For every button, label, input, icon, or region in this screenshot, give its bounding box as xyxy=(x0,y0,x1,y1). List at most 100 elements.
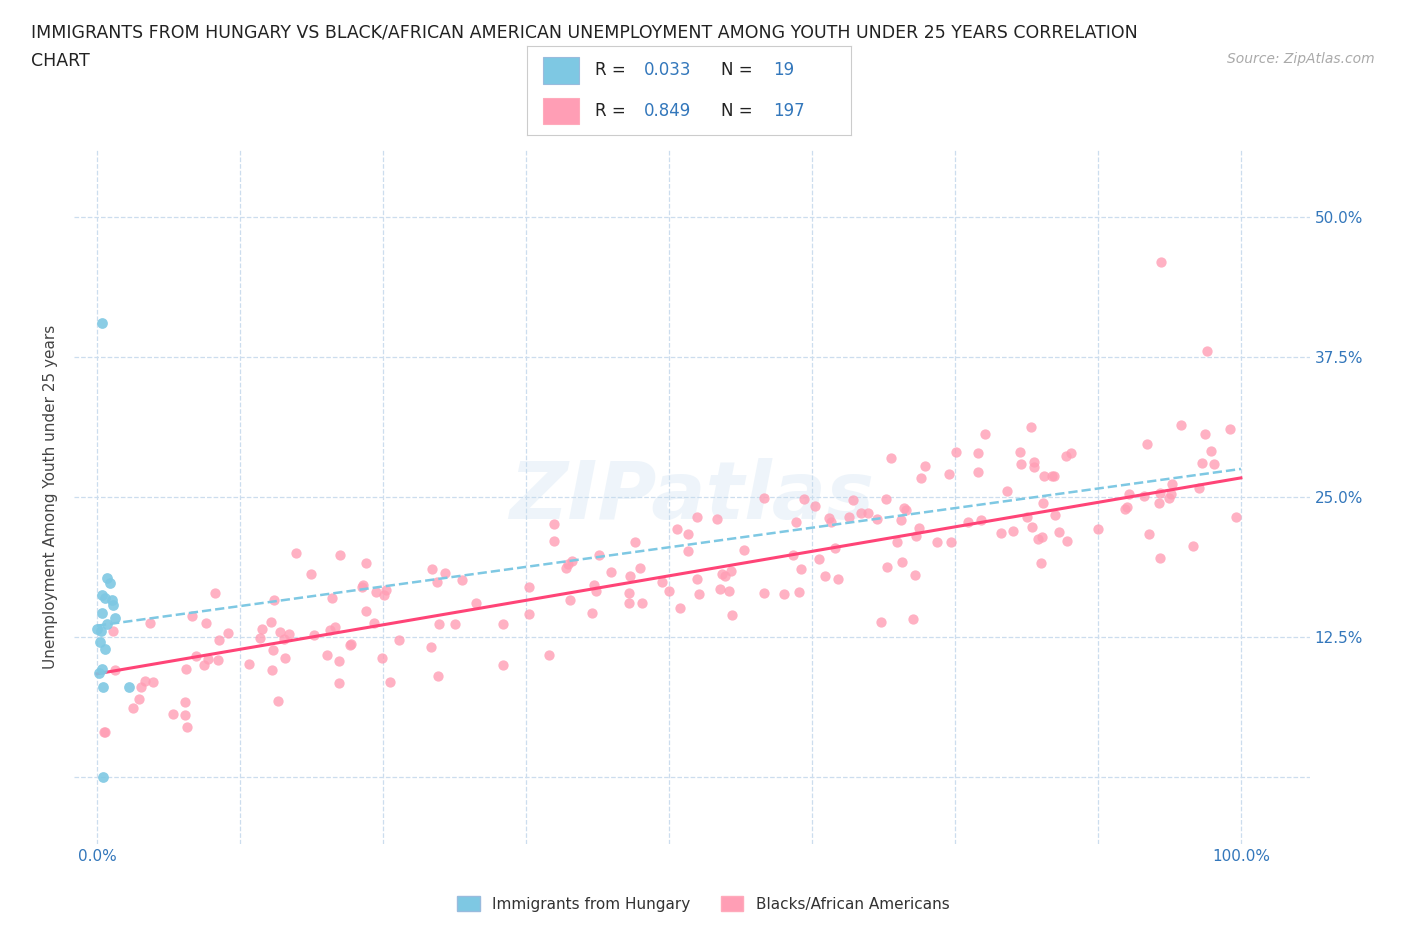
Point xyxy=(1147,496,1170,511)
Point xyxy=(94,724,117,739)
Text: CHART: CHART xyxy=(31,52,90,70)
Point xyxy=(420,562,443,577)
Point xyxy=(585,583,607,598)
Point xyxy=(87,666,110,681)
Point xyxy=(754,585,776,600)
Text: R =: R = xyxy=(595,102,631,120)
Point xyxy=(1001,523,1024,538)
Point xyxy=(277,627,299,642)
Point xyxy=(217,625,239,640)
Point xyxy=(1040,469,1063,484)
Point xyxy=(129,680,152,695)
Point xyxy=(838,510,860,525)
Point xyxy=(122,700,145,715)
Point xyxy=(1031,530,1053,545)
Point xyxy=(1149,551,1171,565)
Point xyxy=(128,691,150,706)
Point xyxy=(181,608,204,623)
Point xyxy=(90,662,112,677)
Point xyxy=(207,653,229,668)
Point xyxy=(914,458,936,473)
Point xyxy=(1118,486,1140,501)
Point xyxy=(492,617,515,631)
Y-axis label: Unemployment Among Youth under 25 years: Unemployment Among Youth under 25 years xyxy=(44,325,58,669)
Point xyxy=(676,544,699,559)
Point xyxy=(339,637,361,652)
Point xyxy=(1199,444,1222,458)
Point xyxy=(709,581,731,596)
Point xyxy=(91,680,114,695)
Point xyxy=(543,534,565,549)
Point xyxy=(658,583,681,598)
Text: IMMIGRANTS FROM HUNGARY VS BLACK/AFRICAN AMERICAN UNEMPLOYMENT AMONG YOUTH UNDER: IMMIGRANTS FROM HUNGARY VS BLACK/AFRICAN… xyxy=(31,23,1137,41)
Point xyxy=(1056,533,1078,548)
Point xyxy=(352,579,374,594)
Point xyxy=(588,547,610,562)
Point xyxy=(194,616,217,631)
Point xyxy=(956,515,979,530)
Point xyxy=(371,651,394,666)
Point xyxy=(814,569,837,584)
Point xyxy=(197,651,219,666)
Point xyxy=(793,491,815,506)
Point xyxy=(249,631,271,646)
Point xyxy=(1133,488,1156,503)
Point xyxy=(789,562,811,577)
FancyBboxPatch shape xyxy=(543,98,579,125)
Point xyxy=(162,707,184,722)
Point xyxy=(890,512,912,527)
Point xyxy=(1017,510,1039,525)
Point xyxy=(285,546,308,561)
Point xyxy=(176,720,198,735)
Point xyxy=(876,560,898,575)
Point xyxy=(733,543,755,558)
Point xyxy=(1024,460,1046,475)
Point xyxy=(208,632,231,647)
Point xyxy=(1181,538,1204,553)
Point xyxy=(93,724,115,739)
Point xyxy=(787,585,810,600)
Text: ZIPatlas: ZIPatlas xyxy=(509,458,875,536)
Point xyxy=(820,514,842,529)
Point xyxy=(1194,427,1216,442)
Point xyxy=(824,540,846,555)
Point xyxy=(269,625,291,640)
Point xyxy=(866,512,889,526)
Point xyxy=(91,588,114,603)
Point xyxy=(686,572,709,587)
Point xyxy=(651,574,673,589)
Point xyxy=(238,657,260,671)
Point xyxy=(557,556,579,571)
Point xyxy=(352,578,374,592)
Point xyxy=(706,512,728,526)
Point xyxy=(990,525,1012,540)
Point xyxy=(619,586,641,601)
Point xyxy=(561,553,583,568)
Point xyxy=(619,596,641,611)
Point xyxy=(420,640,443,655)
Point xyxy=(94,641,117,656)
Point xyxy=(875,491,897,506)
Point xyxy=(89,635,111,650)
Point xyxy=(1136,436,1159,451)
Point xyxy=(354,604,377,618)
Point xyxy=(262,662,284,677)
Point xyxy=(752,491,775,506)
Point xyxy=(142,675,165,690)
Point xyxy=(299,566,322,581)
Point xyxy=(827,572,849,587)
Point xyxy=(101,624,124,639)
Point xyxy=(717,584,740,599)
Point xyxy=(375,582,398,597)
Point xyxy=(364,584,387,599)
Point xyxy=(886,535,908,550)
Point xyxy=(631,595,654,610)
Point xyxy=(807,551,830,566)
Point xyxy=(98,575,121,590)
Point xyxy=(773,587,796,602)
Point xyxy=(927,534,949,549)
Point xyxy=(1188,481,1211,496)
Point xyxy=(1161,476,1184,491)
Point xyxy=(1047,525,1070,539)
Point xyxy=(1019,420,1042,435)
